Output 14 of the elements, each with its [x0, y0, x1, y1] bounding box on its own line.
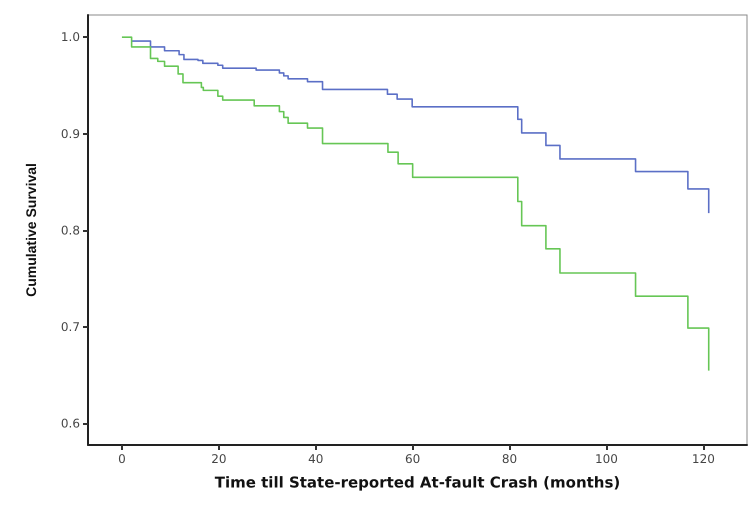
x-tick-label: 80 [502, 452, 518, 466]
x-tick-label: 40 [308, 452, 324, 466]
y-tick-label: 1.0 [60, 30, 80, 44]
y-tick-label: 0.6 [60, 416, 80, 431]
x-tick-label: 100 [595, 452, 618, 466]
y-tick-label: 0.9 [60, 126, 80, 141]
x-tick-label: 120 [692, 452, 715, 466]
x-tick-label: 20 [211, 452, 226, 466]
x-tick-label: 0 [118, 452, 126, 466]
y-tick-label: 0.8 [60, 223, 80, 238]
x-tick-label: 60 [405, 452, 420, 466]
y-tick-label: 0.7 [60, 320, 80, 334]
y-axis-title: Cumulative Survival [23, 163, 39, 297]
x-axis-title: Time till State-reported At-fault Crash (months) [214, 474, 620, 492]
